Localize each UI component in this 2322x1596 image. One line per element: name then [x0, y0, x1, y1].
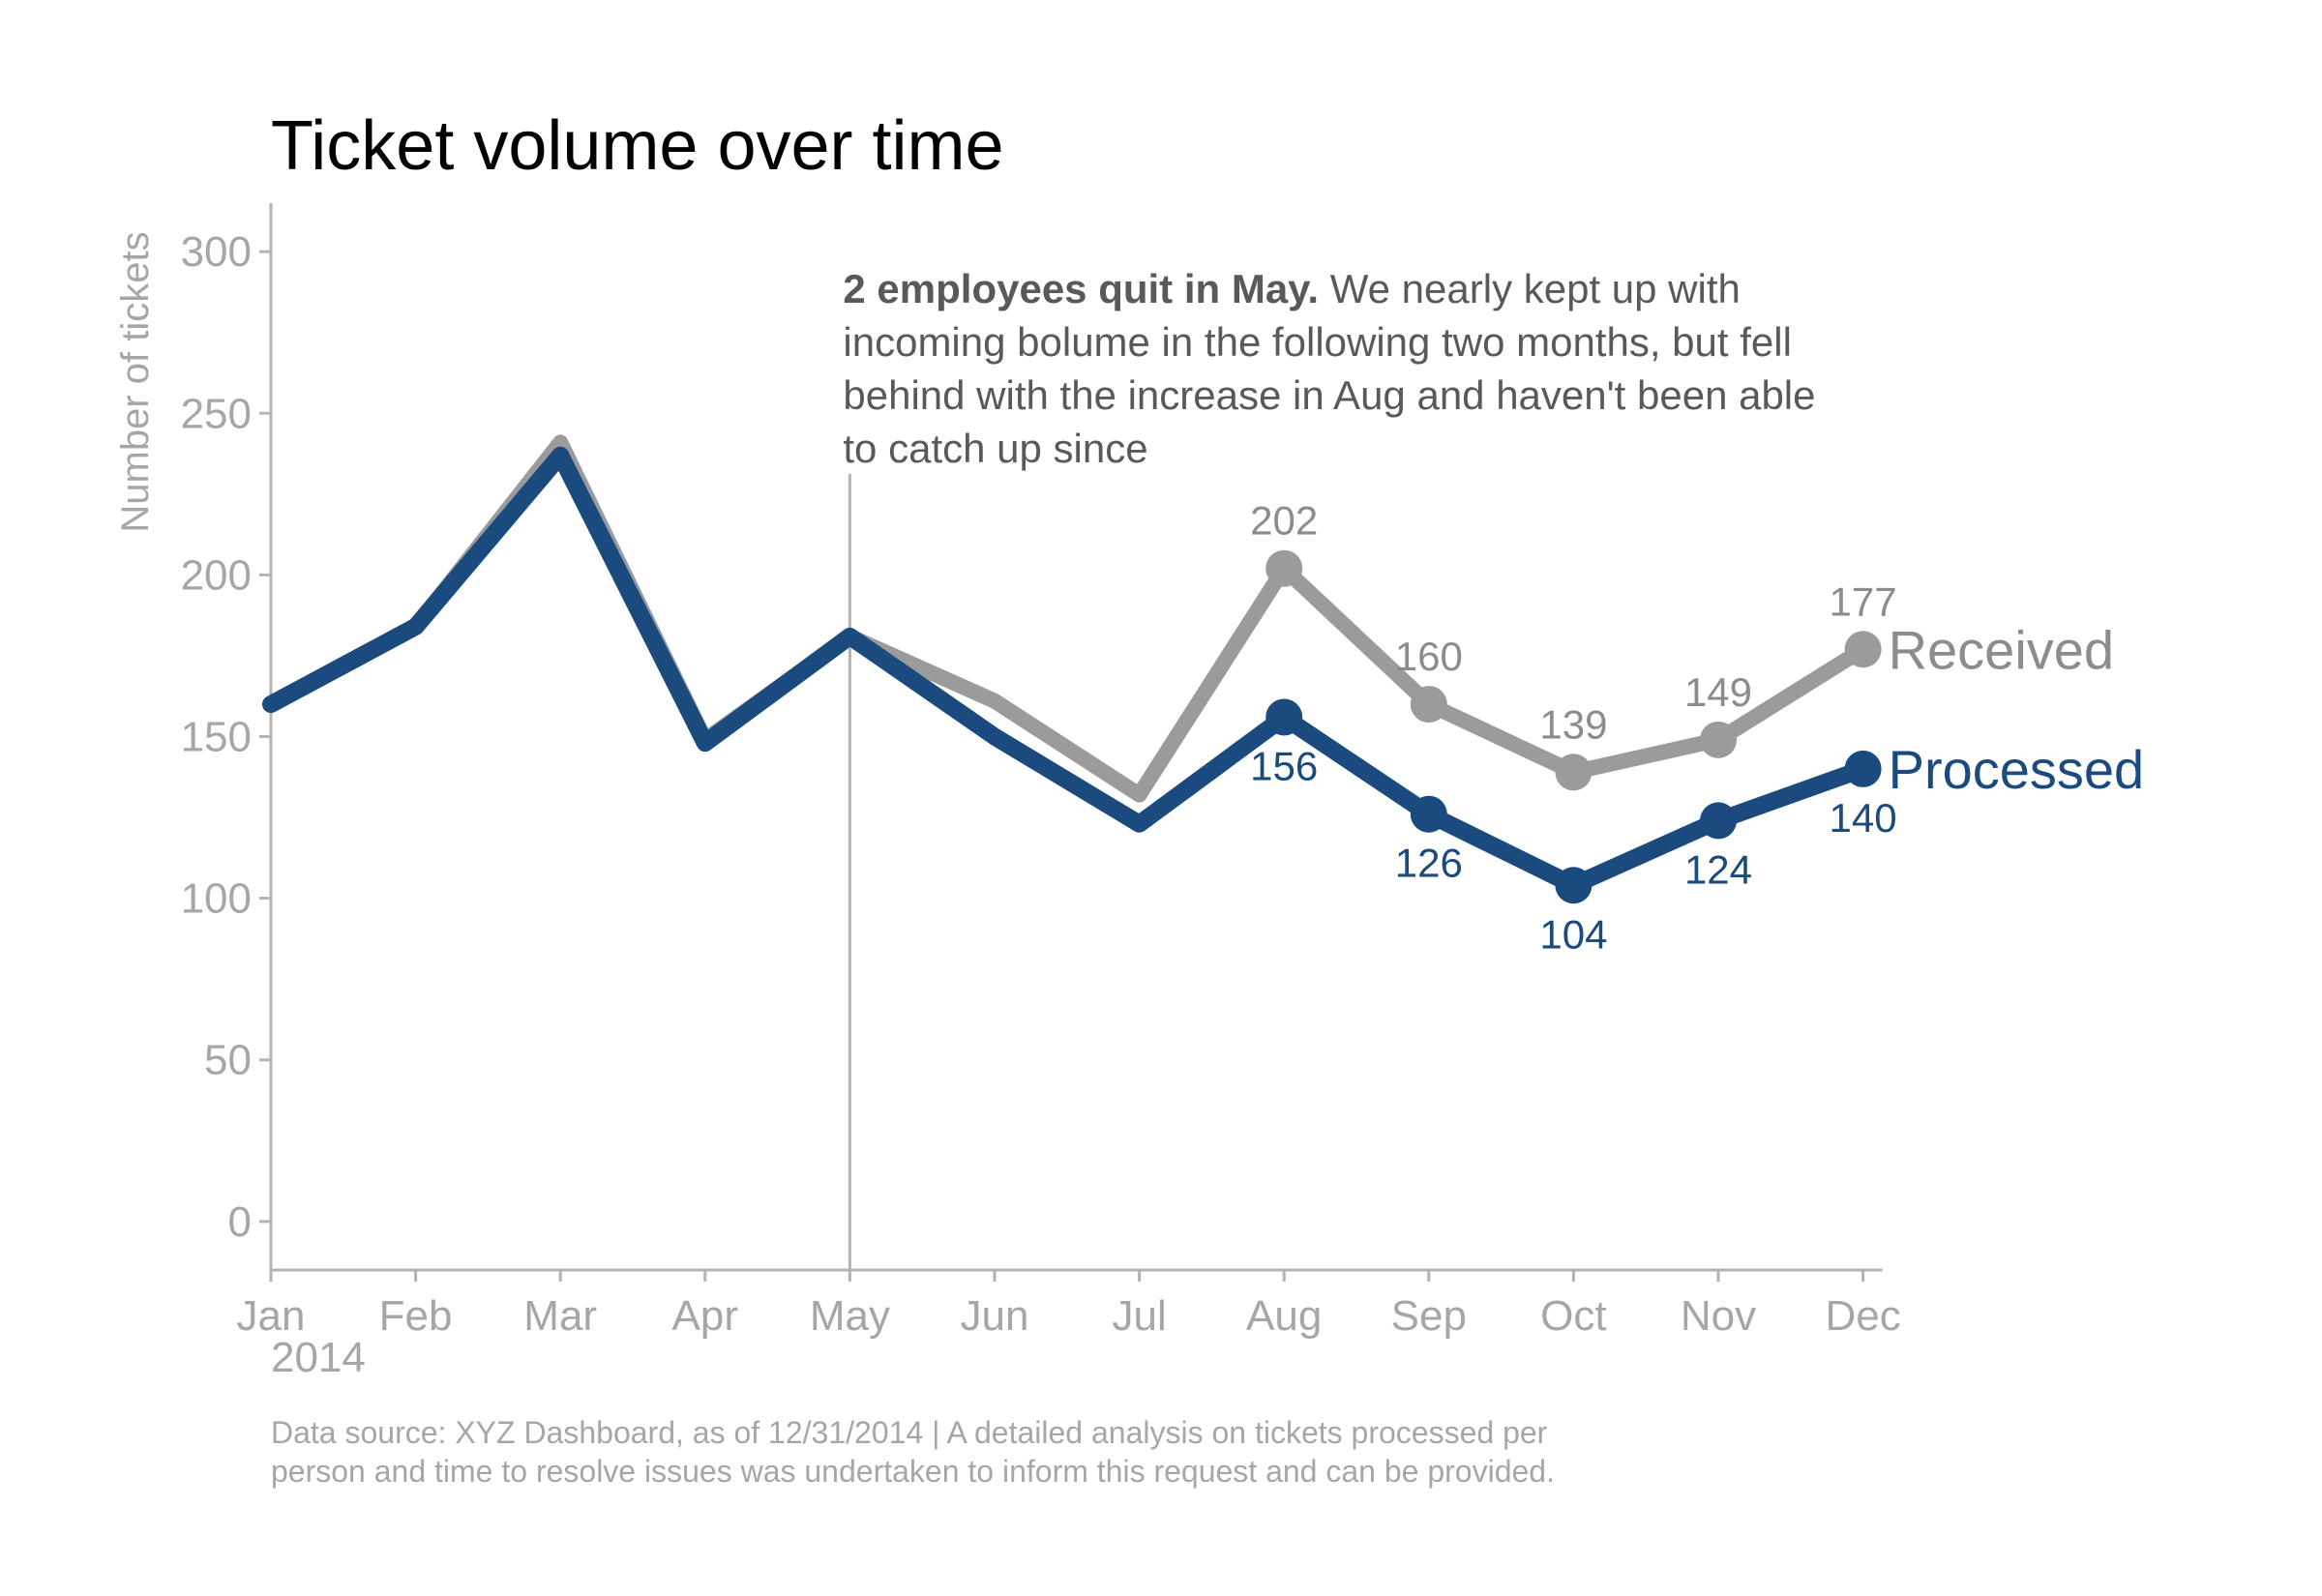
annotation-line: to catch up since — [843, 426, 1147, 471]
y-tick-label: 100 — [181, 875, 252, 923]
y-tick-label: 150 — [181, 714, 252, 761]
x-tick-label: Apr — [672, 1292, 738, 1340]
x-tick-label: Feb — [379, 1292, 453, 1340]
series-label-processed: Processed — [1889, 739, 2145, 800]
annotation-line: behind with the increase in Aug and have… — [843, 372, 1815, 418]
x-tick-label: Nov — [1681, 1292, 1756, 1340]
data-point-processed — [1700, 802, 1737, 840]
data-point-processed — [1265, 698, 1303, 736]
x-tick-label: Aug — [1246, 1292, 1322, 1340]
x-tick-label: May — [810, 1292, 890, 1340]
x-tick-label: Jan — [237, 1292, 306, 1340]
series-line-received — [263, 434, 1871, 803]
footnote-line: Data source: XYZ Dashboard, as of 12/31/… — [271, 1415, 1548, 1450]
y-tick-label: 300 — [181, 228, 252, 276]
data-point-received — [1700, 721, 1737, 758]
data-point-received — [1555, 754, 1593, 791]
annotation-line: 2 employees quit in May. We nearly kept … — [843, 266, 1740, 311]
x-axis-year-label: 2014 — [271, 1334, 366, 1381]
x-tick-label: Dec — [1825, 1292, 1900, 1340]
data-label-received: 139 — [1539, 701, 1607, 747]
annotation-line: incoming bolume in the following two mon… — [843, 319, 1792, 365]
data-point-processed — [1555, 867, 1593, 904]
x-tick-label: Mar — [523, 1292, 597, 1340]
x-tick-label: Jul — [1112, 1292, 1166, 1340]
chart-title: Ticket volume over time — [271, 107, 1004, 185]
y-axis-title: Number of tickets — [114, 231, 157, 532]
data-label-processed: 140 — [1830, 795, 1897, 841]
series-line-processed — [262, 446, 1872, 895]
data-label-received: 202 — [1250, 498, 1318, 544]
series-label-received: Received — [1889, 619, 2114, 680]
footnote: Data source: XYZ Dashboard, as of 12/31/… — [271, 1415, 1555, 1489]
x-tick-label: Oct — [1540, 1292, 1606, 1340]
data-label-processed: 104 — [1539, 911, 1607, 957]
data-label-processed: 126 — [1395, 841, 1463, 886]
data-point-processed — [1844, 750, 1882, 787]
series-layer — [262, 434, 1882, 904]
data-point-processed — [1410, 795, 1447, 833]
data-label-processed: 156 — [1250, 743, 1318, 788]
x-tick-label: Sep — [1391, 1292, 1467, 1340]
data-point-received — [1844, 631, 1882, 668]
x-tick-label: Jun — [961, 1292, 1029, 1340]
data-point-received — [1410, 686, 1447, 724]
data-point-received — [1265, 549, 1303, 587]
axes: 0 50 100 150 200 250 300 Jan Feb Mar Apr May Jun Jul A… — [181, 203, 1901, 1340]
data-label-received: 160 — [1395, 634, 1463, 679]
footnote-line: person and time to resolve issues was un… — [271, 1454, 1555, 1489]
y-tick-label: 0 — [228, 1198, 252, 1246]
y-tick-label: 50 — [204, 1037, 252, 1084]
y-tick-label: 250 — [181, 390, 252, 437]
data-label-received: 149 — [1684, 669, 1752, 715]
annotation: 2 employees quit in May. We nearly kept … — [843, 266, 1816, 1270]
data-label-processed: 124 — [1684, 846, 1752, 892]
data-label-received: 177 — [1830, 578, 1897, 624]
y-tick-label: 200 — [181, 551, 252, 599]
